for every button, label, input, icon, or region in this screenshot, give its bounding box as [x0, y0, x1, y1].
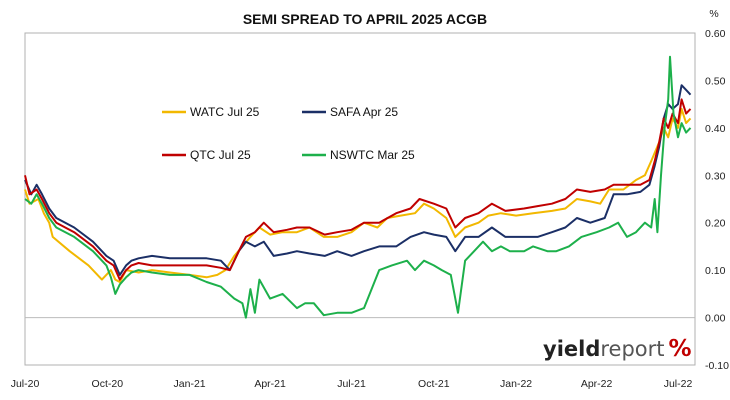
- y-tick-label: 0.30: [705, 170, 726, 182]
- x-axis: Jul-20 Oct-20 Jan-21 Apr-21 Jul-21 Oct-21 Jan-…: [11, 378, 693, 390]
- legend-label-3: NSWTC Mar 25: [330, 148, 415, 162]
- x-tick-label: Oct-21: [418, 378, 450, 390]
- plot-area: [24, 32, 696, 366]
- chart-title: SEMI SPREAD TO APRIL 2025 ACGB: [243, 11, 487, 27]
- x-tick-label: Jul-22: [664, 378, 693, 390]
- y-tick-label: 0.00: [705, 313, 726, 325]
- y-tick-label: 0.10: [705, 265, 726, 277]
- y-tick-label: 0.60: [705, 28, 726, 40]
- series-line-2: [24, 98, 692, 281]
- series-group: [24, 55, 692, 319]
- series-line-0: [24, 107, 692, 283]
- legend-label-0: WATC Jul 25: [190, 105, 260, 119]
- y-tick-label: 0.20: [705, 218, 726, 230]
- logo-part-percent: %: [669, 336, 692, 362]
- series-line-3: [24, 55, 692, 319]
- legend: WATC Jul 25 SAFA Apr 25 QTC Jul 25 NSWTC Ma…: [162, 105, 415, 162]
- x-tick-label: Oct-20: [92, 378, 124, 390]
- x-tick-label: Jan-22: [500, 378, 532, 390]
- legend-label-2: QTC Jul 25: [190, 148, 251, 162]
- x-tick-label: Apr-22: [581, 378, 613, 390]
- yieldreport-logo: yieldreport%: [543, 336, 692, 362]
- x-tick-label: Apr-21: [254, 378, 286, 390]
- y-axis-unit-label: %: [709, 8, 718, 20]
- x-tick-label: Jul-21: [337, 378, 366, 390]
- y-tick-label: 0.40: [705, 123, 726, 135]
- svg-text:yieldreport%: yieldreport%: [543, 336, 692, 362]
- legend-label-1: SAFA Apr 25: [330, 105, 398, 119]
- y-tick-label: 0.50: [705, 75, 726, 87]
- logo-part-report: report: [600, 337, 664, 361]
- series-line-1: [24, 84, 692, 276]
- x-tick-label: Jul-20: [11, 378, 40, 390]
- y-axis: 0.60 0.50 0.40 0.30 0.20 0.10 0.00 -0.10: [25, 28, 729, 372]
- x-tick-label: Jan-21: [174, 378, 206, 390]
- y-tick-label: -0.10: [705, 360, 729, 372]
- logo-part-yield: yield: [543, 337, 600, 361]
